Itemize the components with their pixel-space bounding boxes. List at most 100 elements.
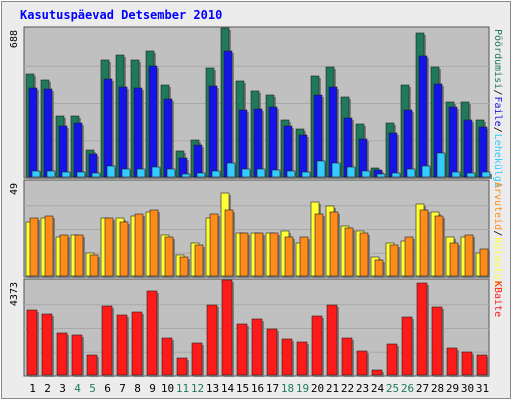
chart-title: Kasutuspäevad Detsember 2010 <box>20 8 222 22</box>
x-tick-label: 14 <box>221 382 235 395</box>
bar-top-s1-4 <box>73 122 83 178</box>
x-tick-label: 1 <box>29 382 36 395</box>
x-tick-label: 13 <box>206 382 219 395</box>
x-tick-label: 19 <box>296 382 309 395</box>
bar-middle-s1-2 <box>44 215 54 277</box>
bar-bottom-s0-24 <box>371 369 383 376</box>
bar-top-s1-8 <box>133 87 143 178</box>
bar-middle-s1-6 <box>104 217 114 277</box>
x-tick-label: 6 <box>104 382 111 395</box>
bar-middle-s1-18 <box>284 236 294 277</box>
x-tick-label: 20 <box>311 382 324 395</box>
legend-separator: / <box>492 230 503 236</box>
bar-top-s2-29 <box>451 171 461 178</box>
bar-bottom-s0-26 <box>401 316 413 376</box>
x-tick-label: 23 <box>356 382 369 395</box>
x-tick-label: 10 <box>161 382 174 395</box>
bar-bottom-s0-5 <box>86 354 98 376</box>
x-tick-label: 30 <box>461 382 474 395</box>
bar-top-s1-3 <box>58 125 68 178</box>
bar-top-s2-16 <box>256 168 266 178</box>
bar-top-s1-6 <box>103 78 113 178</box>
bar-top-s1-30 <box>463 119 473 178</box>
bar-top-s1-25 <box>388 132 398 178</box>
panel-top: 688 Pöördumisi/Faile/Lehekülgi <box>9 26 503 188</box>
bar-bottom-s0-12 <box>191 342 203 376</box>
x-tick-label: 18 <box>281 382 294 395</box>
bar-top-s1-17 <box>268 106 278 178</box>
x-tick-label: 29 <box>446 382 459 395</box>
x-tick-label: 4 <box>74 382 81 395</box>
panel-bottom: 4373 KBaite <box>9 278 503 377</box>
bar-bottom-s0-14 <box>221 279 233 376</box>
bar-bottom-s0-17 <box>266 328 278 376</box>
bar-middle-s1-25 <box>389 244 399 277</box>
bar-top-s2-1 <box>31 170 41 178</box>
x-tick-label: 31 <box>476 382 489 395</box>
bar-middle-s1-29 <box>449 242 459 277</box>
bar-bottom-s0-27 <box>416 282 428 376</box>
bar-top-s1-10 <box>163 98 173 178</box>
legend-label: Lehekülgi <box>492 134 503 188</box>
bar-top-s2-12 <box>196 172 206 178</box>
bar-top-s1-12 <box>193 144 203 178</box>
bar-top-s2-11 <box>181 173 191 178</box>
x-tick-label: 2 <box>44 382 51 395</box>
bar-top-s2-14 <box>226 162 236 178</box>
bar-bottom-s0-4 <box>71 334 83 376</box>
bar-top-s1-26 <box>403 109 413 178</box>
legend-separator: / <box>492 127 503 133</box>
bar-top-s2-5 <box>91 172 101 178</box>
bar-top-s1-16 <box>253 108 263 178</box>
bar-bottom-s0-3 <box>56 332 68 376</box>
bar-bottom-s0-1 <box>26 309 38 376</box>
bar-middle-s1-8 <box>134 213 144 277</box>
x-tick-label: 27 <box>416 382 429 395</box>
bar-middle-s1-31 <box>479 248 489 277</box>
bar-top-s1-9 <box>148 65 158 178</box>
x-tick-label: 5 <box>89 382 96 395</box>
bar-top-s2-24 <box>376 173 386 178</box>
bar-middle-s1-9 <box>149 209 159 277</box>
bar-bottom-s0-22 <box>341 337 353 376</box>
bar-bottom-s0-23 <box>356 350 368 376</box>
bar-top-s1-13 <box>208 85 218 178</box>
bar-bottom-s0-18 <box>281 338 293 376</box>
bar-bottom-s0-16 <box>251 318 263 376</box>
bar-top-s2-28 <box>436 152 446 178</box>
x-tick-label: 9 <box>149 382 156 395</box>
bar-middle-s1-24 <box>374 259 384 277</box>
bar-top-s2-2 <box>46 170 56 178</box>
bar-bottom-s0-13 <box>206 304 218 376</box>
bar-top-s1-1 <box>28 87 38 178</box>
bar-middle-s1-5 <box>89 254 99 277</box>
bar-top-s2-30 <box>466 172 476 178</box>
bar-middle-s1-1 <box>29 217 39 277</box>
y-max-label-top: 688 <box>9 30 20 48</box>
bar-middle-s1-30 <box>464 234 474 277</box>
bar-middle-s1-7 <box>119 221 129 277</box>
bar-top-s2-20 <box>316 160 326 178</box>
x-tick-label: 15 <box>236 382 249 395</box>
x-tick-label: 26 <box>401 382 414 395</box>
bar-middle-s1-21 <box>329 211 339 277</box>
bar-top-s2-4 <box>76 171 86 178</box>
bar-middle-s1-23 <box>359 232 369 277</box>
bar-top-s2-9 <box>151 166 161 178</box>
bar-bottom-s0-29 <box>446 347 458 376</box>
x-tick-label: 24 <box>371 382 385 395</box>
legend-label: Arvuteid <box>492 182 503 230</box>
bar-top-s2-27 <box>421 165 431 178</box>
bar-bottom-s0-28 <box>431 306 443 376</box>
bar-top-s1-29 <box>448 106 458 178</box>
x-tick-label: 11 <box>176 382 189 395</box>
bar-top-s2-25 <box>391 172 401 178</box>
bar-bottom-s0-7 <box>116 314 128 376</box>
bar-bottom-s0-8 <box>131 311 143 376</box>
x-axis-labels: 1 2 3 4 5 6 7 8 9 10 11 12 13 14 15 16 17 18 19 20 21 22 23 24 2… <box>29 382 489 395</box>
x-tick-label: 8 <box>134 382 141 395</box>
bar-middle-s1-15 <box>239 232 249 277</box>
bar-top-s2-22 <box>346 166 356 178</box>
